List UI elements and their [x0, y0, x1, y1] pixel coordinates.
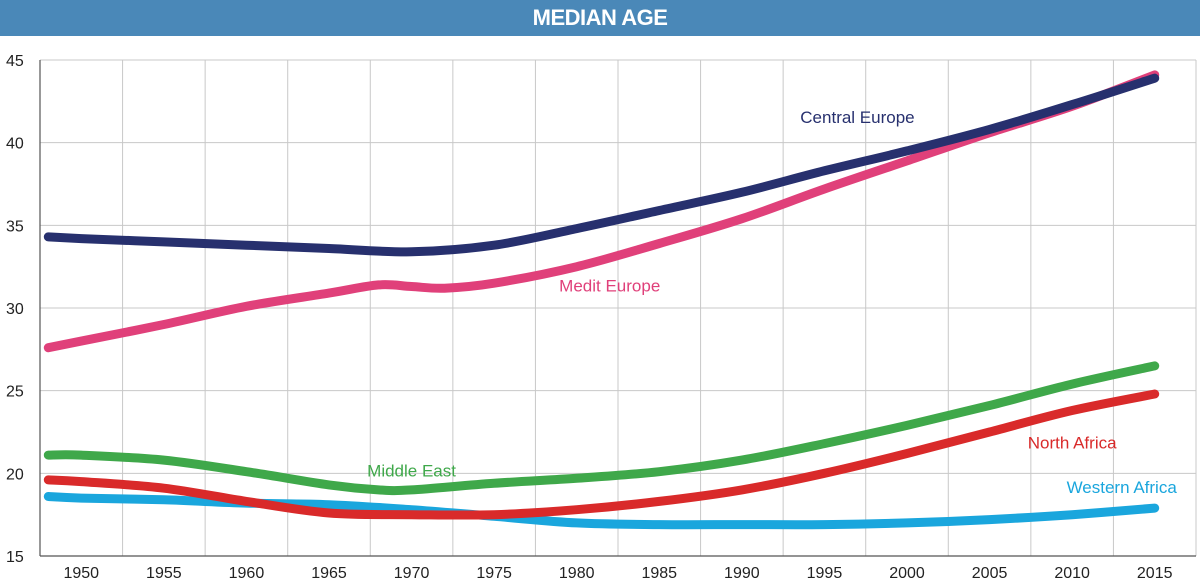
- chart-title-bar: MEDIAN AGE: [0, 0, 1200, 36]
- x-tick-label: 2000: [889, 565, 925, 582]
- y-tick-label: 35: [6, 218, 24, 235]
- x-tick-label: 1985: [641, 565, 677, 582]
- x-tick-label: 2005: [972, 565, 1008, 582]
- series-line-middle-east: [43, 361, 1160, 496]
- series-line-western-africa: [43, 492, 1160, 530]
- y-tick-label: 45: [6, 53, 24, 70]
- series-line-north-africa: [43, 389, 1160, 520]
- series-line-medit-europe: [43, 70, 1160, 353]
- series-label-north-africa: North Africa: [1028, 434, 1117, 453]
- series-label-central-europe: Central Europe: [800, 108, 914, 127]
- x-tick-label: 1995: [807, 565, 843, 582]
- series-lines: [43, 70, 1160, 530]
- chart-title: MEDIAN AGE: [532, 5, 668, 30]
- grid: [39, 59, 1197, 557]
- y-tick-label: 30: [6, 301, 24, 318]
- series-label-medit-europe: Medit Europe: [559, 276, 660, 295]
- x-tick-label: 1960: [229, 565, 265, 582]
- series-line-central-europe: [43, 73, 1160, 257]
- x-tick-label: 1950: [63, 565, 99, 582]
- x-tick-label: 1965: [311, 565, 347, 582]
- y-tick-label: 40: [6, 136, 24, 153]
- x-tick-label: 1970: [394, 565, 430, 582]
- y-tick-label: 20: [6, 466, 24, 483]
- y-tick-label: 25: [6, 384, 24, 401]
- x-tick-label: 1955: [146, 565, 182, 582]
- x-tick-label: 2015: [1137, 565, 1173, 582]
- series-label-middle-east: Middle East: [367, 462, 456, 481]
- x-tick-label: 2010: [1054, 565, 1090, 582]
- x-tick-label: 1975: [476, 565, 512, 582]
- x-tick-label: 1990: [724, 565, 760, 582]
- axes: 15 20 25 30 35 40 45 1950 1955 1960 1965 1970 1975 19…: [6, 53, 1196, 582]
- y-tick-label: 15: [6, 549, 24, 566]
- x-tick-label: 1980: [559, 565, 595, 582]
- series-labels: Central Europe Medit Europe Middle East Nor…: [367, 108, 1177, 497]
- median-age-chart: 15 20 25 30 35 40 45 1950 1955 1960 1965 1970 1975 19…: [6, 53, 1197, 582]
- series-label-western-africa: Western Africa: [1067, 478, 1178, 497]
